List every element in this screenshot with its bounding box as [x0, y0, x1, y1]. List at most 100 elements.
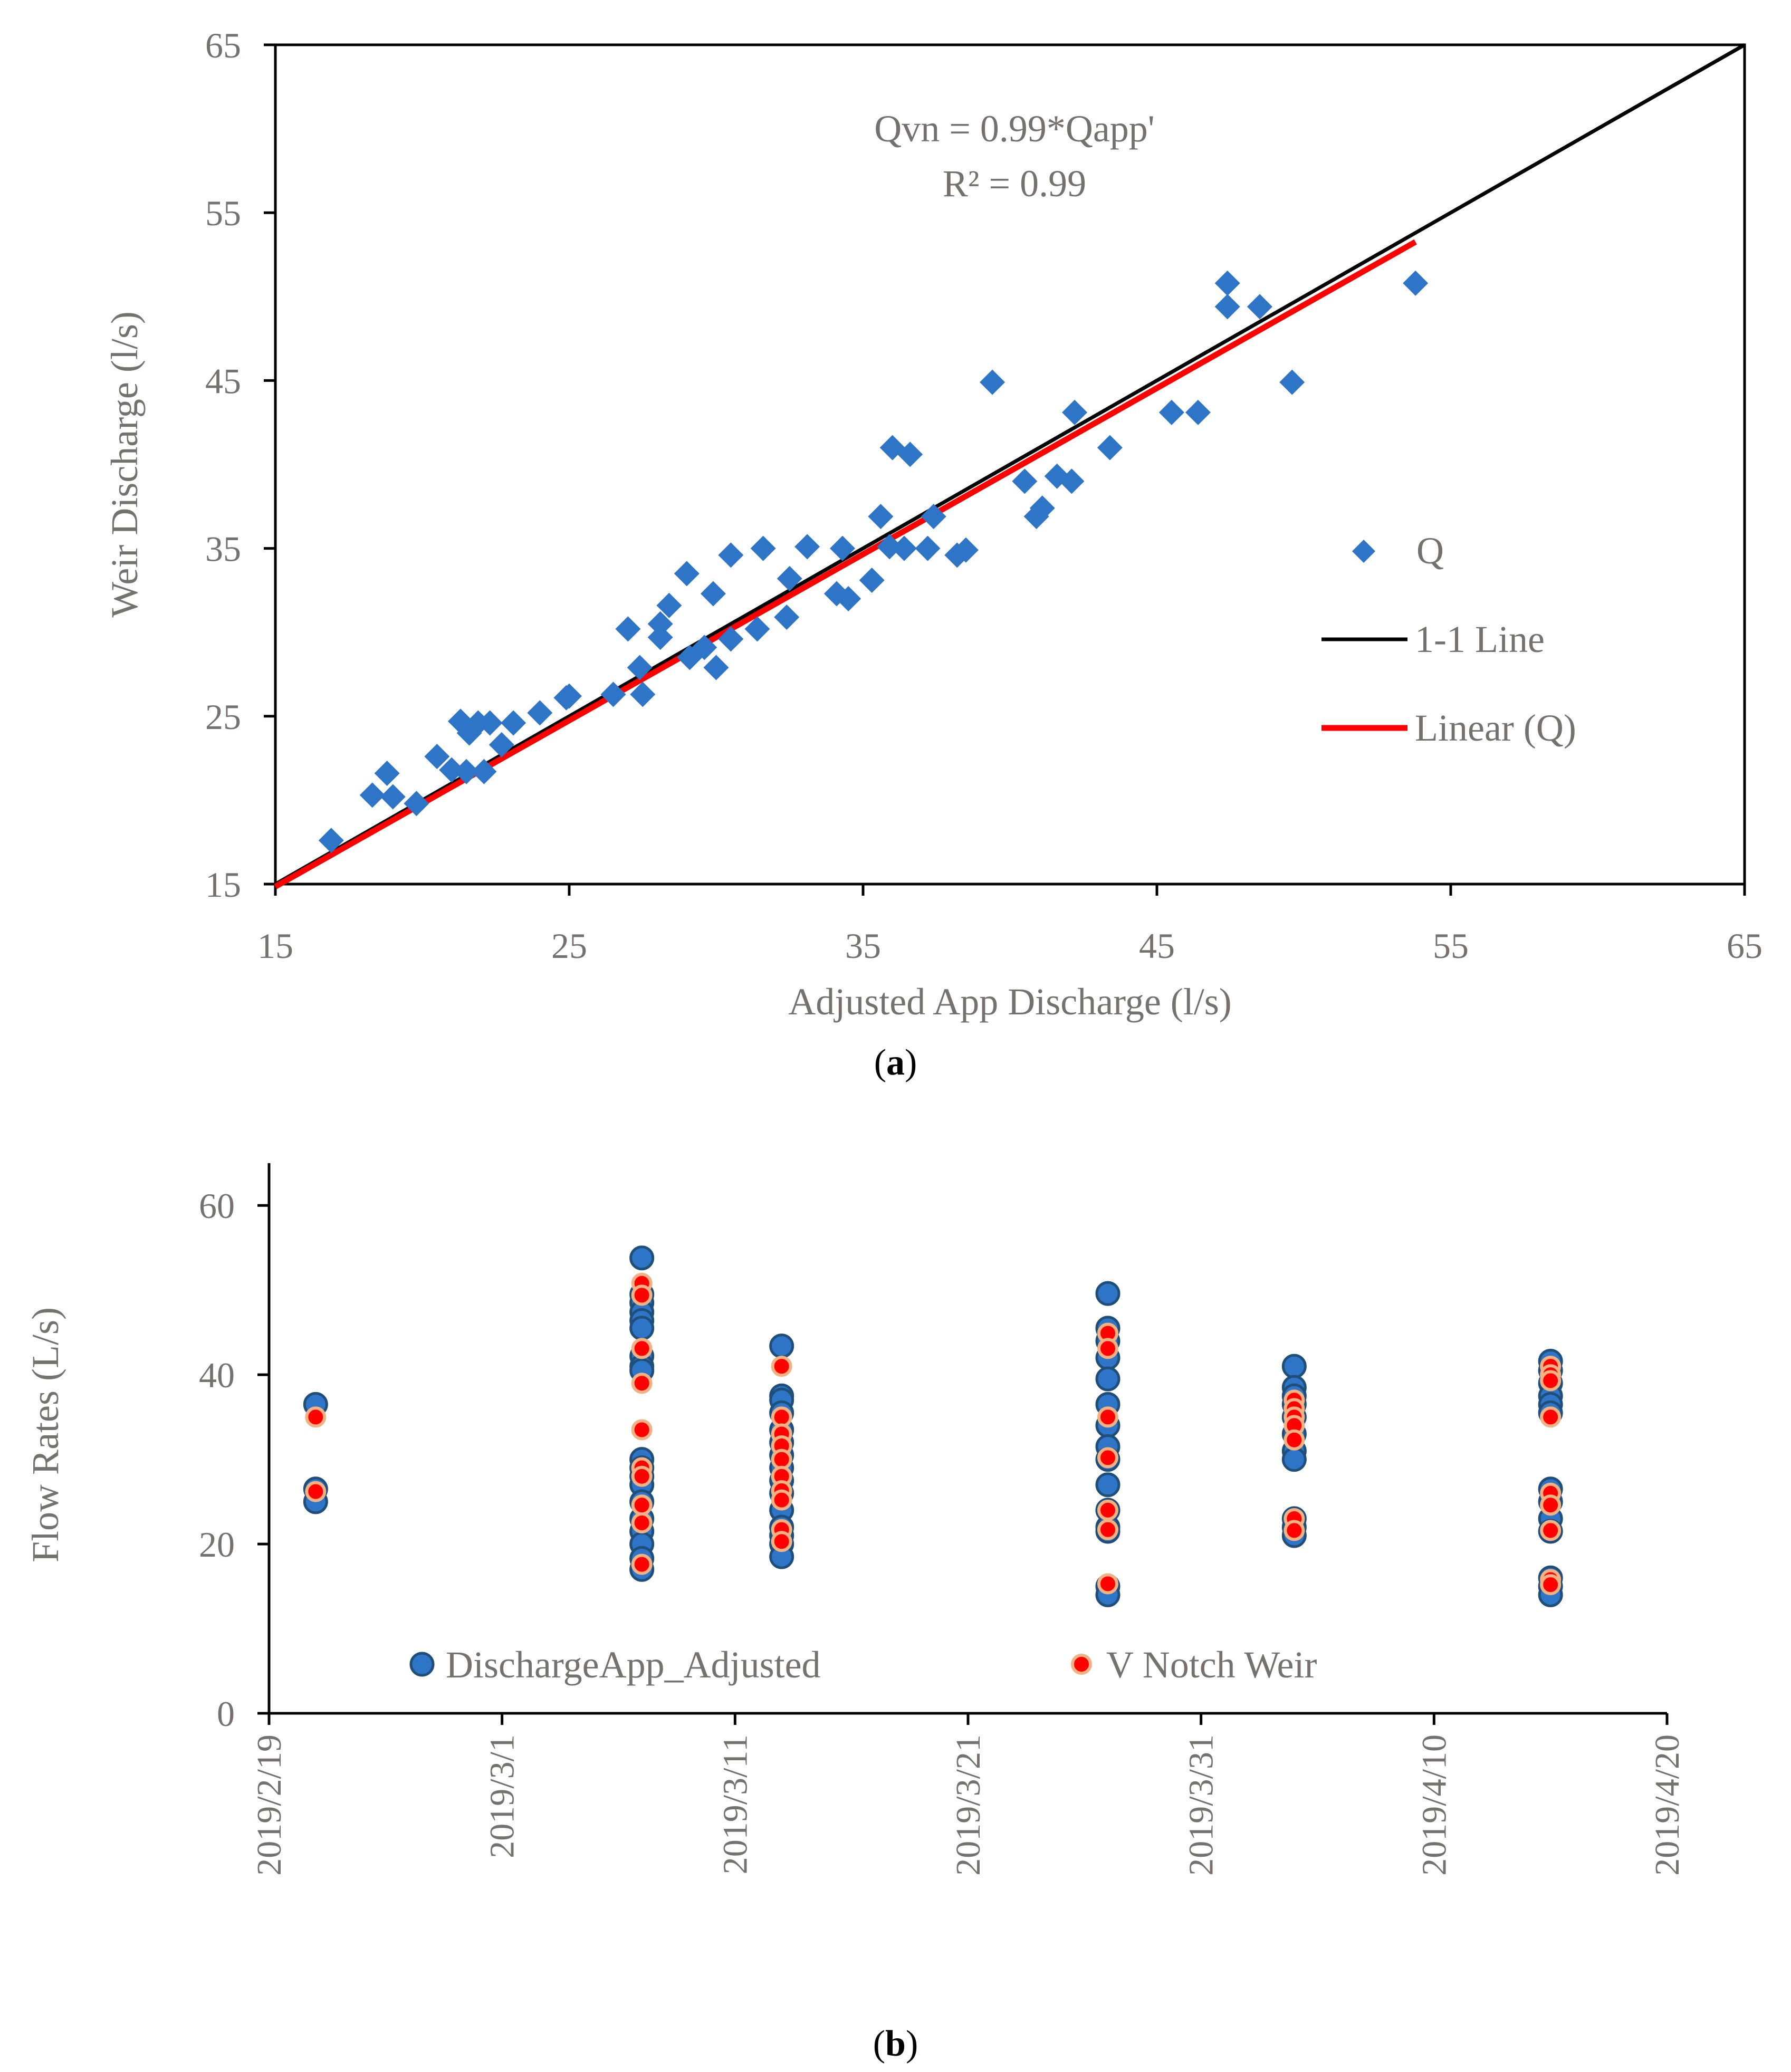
legend-marker-v-notch-weir: [1071, 1654, 1092, 1675]
data-point-q: [647, 625, 673, 650]
legend-label-one-to-one: 1-1 Line: [1415, 618, 1545, 660]
y-tick-label: 0: [217, 1694, 235, 1734]
data-point-v-notch-weir: [631, 1284, 653, 1306]
x-tick-label: 2019/3/11: [716, 1734, 754, 1874]
x-tick-label: 35: [845, 926, 881, 966]
data-point-v-notch-weir: [1097, 1519, 1118, 1540]
data-point-q: [830, 535, 856, 561]
data-point-q: [1185, 399, 1211, 425]
y-tick-label: 60: [199, 1186, 235, 1226]
data-point-q: [489, 732, 514, 757]
r2-annotation: R² = 0.99: [943, 162, 1086, 205]
legend-marker-q: [1352, 540, 1375, 563]
y-tick-label: 35: [205, 529, 241, 569]
data-point-q: [868, 504, 894, 530]
data-point-v-notch-weir: [771, 1449, 792, 1470]
data-point-v-notch-weir: [771, 1489, 792, 1511]
data-point-v-notch-weir: [771, 1356, 792, 1377]
y-axis-label: Flow Rates (L/s): [24, 1307, 66, 1562]
x-tick-label: 45: [1139, 926, 1175, 966]
data-point-q: [703, 655, 729, 680]
data-point-q: [359, 782, 385, 808]
data-point-q: [692, 635, 717, 660]
data-point-v-notch-weir: [631, 1373, 653, 1394]
data-point-q: [980, 369, 1005, 395]
y-tick-label: 40: [199, 1355, 235, 1395]
data-point-q: [656, 592, 682, 618]
y-tick-label: 25: [205, 697, 241, 737]
data-point-app-adjusted: [629, 1316, 655, 1341]
x-tick-label: 55: [1433, 926, 1469, 966]
data-point-q: [404, 791, 429, 817]
data-point-q: [374, 760, 400, 786]
data-point-q: [718, 626, 744, 652]
data-point-q: [891, 535, 917, 561]
data-point-v-notch-weir: [631, 1553, 653, 1575]
data-point-v-notch-weir: [631, 1512, 653, 1533]
data-point-q: [700, 581, 726, 607]
data-point-q: [1214, 270, 1240, 296]
x-tick-label: 65: [1727, 926, 1763, 966]
data-point-v-notch-weir: [631, 1419, 653, 1441]
data-point-v-notch-weir: [1097, 1406, 1118, 1428]
data-point-app-adjusted: [1281, 1447, 1307, 1472]
legend-label-linear: Linear (Q): [1415, 707, 1576, 749]
legend-b: DischargeApp_Adjusted V Notch Weir: [409, 1644, 1317, 1686]
data-point-app-adjusted: [1095, 1281, 1120, 1306]
data-point-q: [1029, 495, 1055, 521]
data-point-q: [1158, 399, 1184, 425]
x-tick-label: 15: [257, 926, 293, 966]
data-point-q: [318, 828, 344, 853]
caption-a: (a): [874, 1042, 917, 1083]
legend-label-v-notch-weir: V Notch Weir: [1106, 1644, 1317, 1686]
data-point-q: [744, 616, 770, 642]
x-tick-label: 2019/4/20: [1648, 1734, 1687, 1876]
x-tick-label: 2019/2/19: [250, 1734, 289, 1876]
data-point-q: [836, 586, 861, 612]
data-point-v-notch-weir: [771, 1531, 792, 1552]
data-point-app-adjusted: [1281, 1354, 1307, 1379]
x-tick-label: 2019/4/10: [1415, 1734, 1453, 1876]
data-point-v-notch-weir: [305, 1481, 327, 1502]
plot-area: [274, 43, 1746, 886]
data-point-app-adjusted: [629, 1245, 655, 1271]
data-point-q: [630, 682, 656, 707]
data-point-q: [897, 442, 923, 467]
data-point-app-adjusted: [769, 1334, 794, 1359]
data-point-v-notch-weir: [1540, 1520, 1562, 1541]
y-tick-label: 65: [205, 25, 241, 65]
x-tick-label: 2019/3/31: [1182, 1734, 1221, 1876]
data-point-q: [674, 561, 700, 587]
data-point-v-notch-weir: [1097, 1499, 1118, 1521]
y-tick-label: 45: [205, 361, 241, 401]
data-point-q: [718, 542, 744, 568]
data-point-q: [794, 534, 820, 560]
legend-a: Q 1-1 Line Linear (Q): [1321, 530, 1576, 749]
data-point-q: [647, 611, 673, 637]
y-tick-label: 20: [199, 1524, 235, 1565]
x-tick-label: 2019/3/21: [949, 1734, 988, 1876]
data-point-q: [1403, 270, 1429, 296]
data-point-q: [1012, 468, 1038, 494]
data-point-q: [915, 535, 941, 561]
data-point-q: [921, 504, 946, 530]
data-point-app-adjusted: [1095, 1472, 1120, 1498]
data-point-v-notch-weir: [305, 1406, 327, 1428]
legend-label-app-adjusted: DischargeApp_Adjusted: [446, 1644, 821, 1686]
data-point-q: [1062, 399, 1088, 425]
data-point-q: [424, 744, 450, 770]
data-point-q: [600, 682, 626, 707]
data-point-v-notch-weir: [1540, 1494, 1562, 1516]
y-axis-label: Weir Discharge (l/s): [103, 311, 146, 618]
data-point-q: [380, 784, 406, 810]
data-point-v-notch-weir: [1540, 1574, 1562, 1596]
data-point-q: [1247, 294, 1272, 320]
y-tick-label: 15: [205, 865, 241, 905]
data-point-q: [774, 605, 800, 630]
linear-trend-line: [274, 239, 1417, 889]
data-point-q: [477, 710, 503, 736]
one-to-one-line: [274, 43, 1746, 886]
data-point-q: [501, 710, 526, 736]
data-point-v-notch-weir: [1097, 1338, 1118, 1359]
data-point-q: [627, 655, 653, 680]
